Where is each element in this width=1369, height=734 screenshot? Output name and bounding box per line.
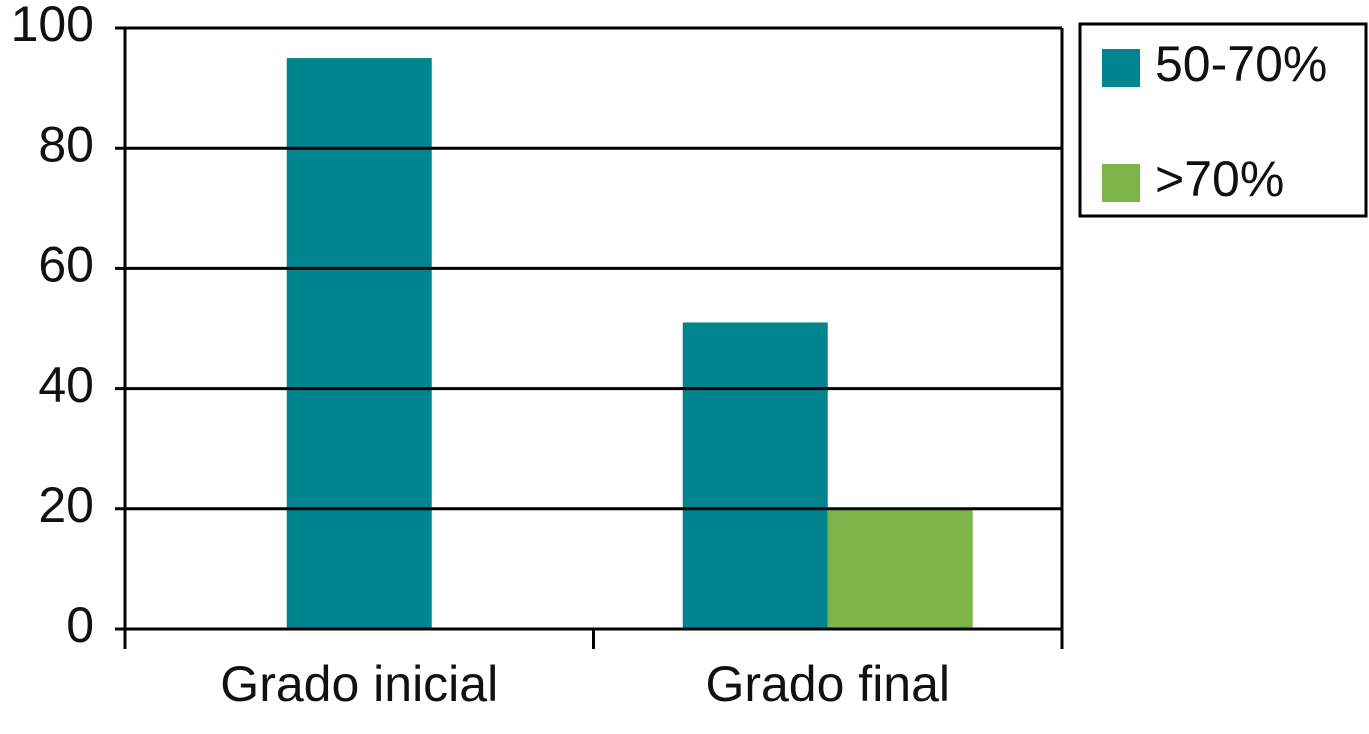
x-tick-label: Grado final (705, 656, 950, 712)
y-tick-label: 0 (66, 597, 94, 653)
legend-swatch (1102, 164, 1140, 202)
y-tick-label: 40 (38, 357, 94, 413)
legend-label: >70% (1155, 151, 1284, 207)
x-tick-label: Grado inicial (220, 656, 498, 712)
legend-swatch (1102, 49, 1140, 87)
y-tick-label: 100 (11, 0, 94, 52)
bar (827, 508, 973, 629)
bar (682, 322, 828, 629)
bar (286, 58, 432, 630)
y-tick-label: 20 (38, 477, 94, 533)
legend-label: 50-70% (1155, 36, 1327, 92)
y-tick-label: 60 (38, 237, 94, 293)
y-tick-label: 80 (38, 116, 94, 172)
